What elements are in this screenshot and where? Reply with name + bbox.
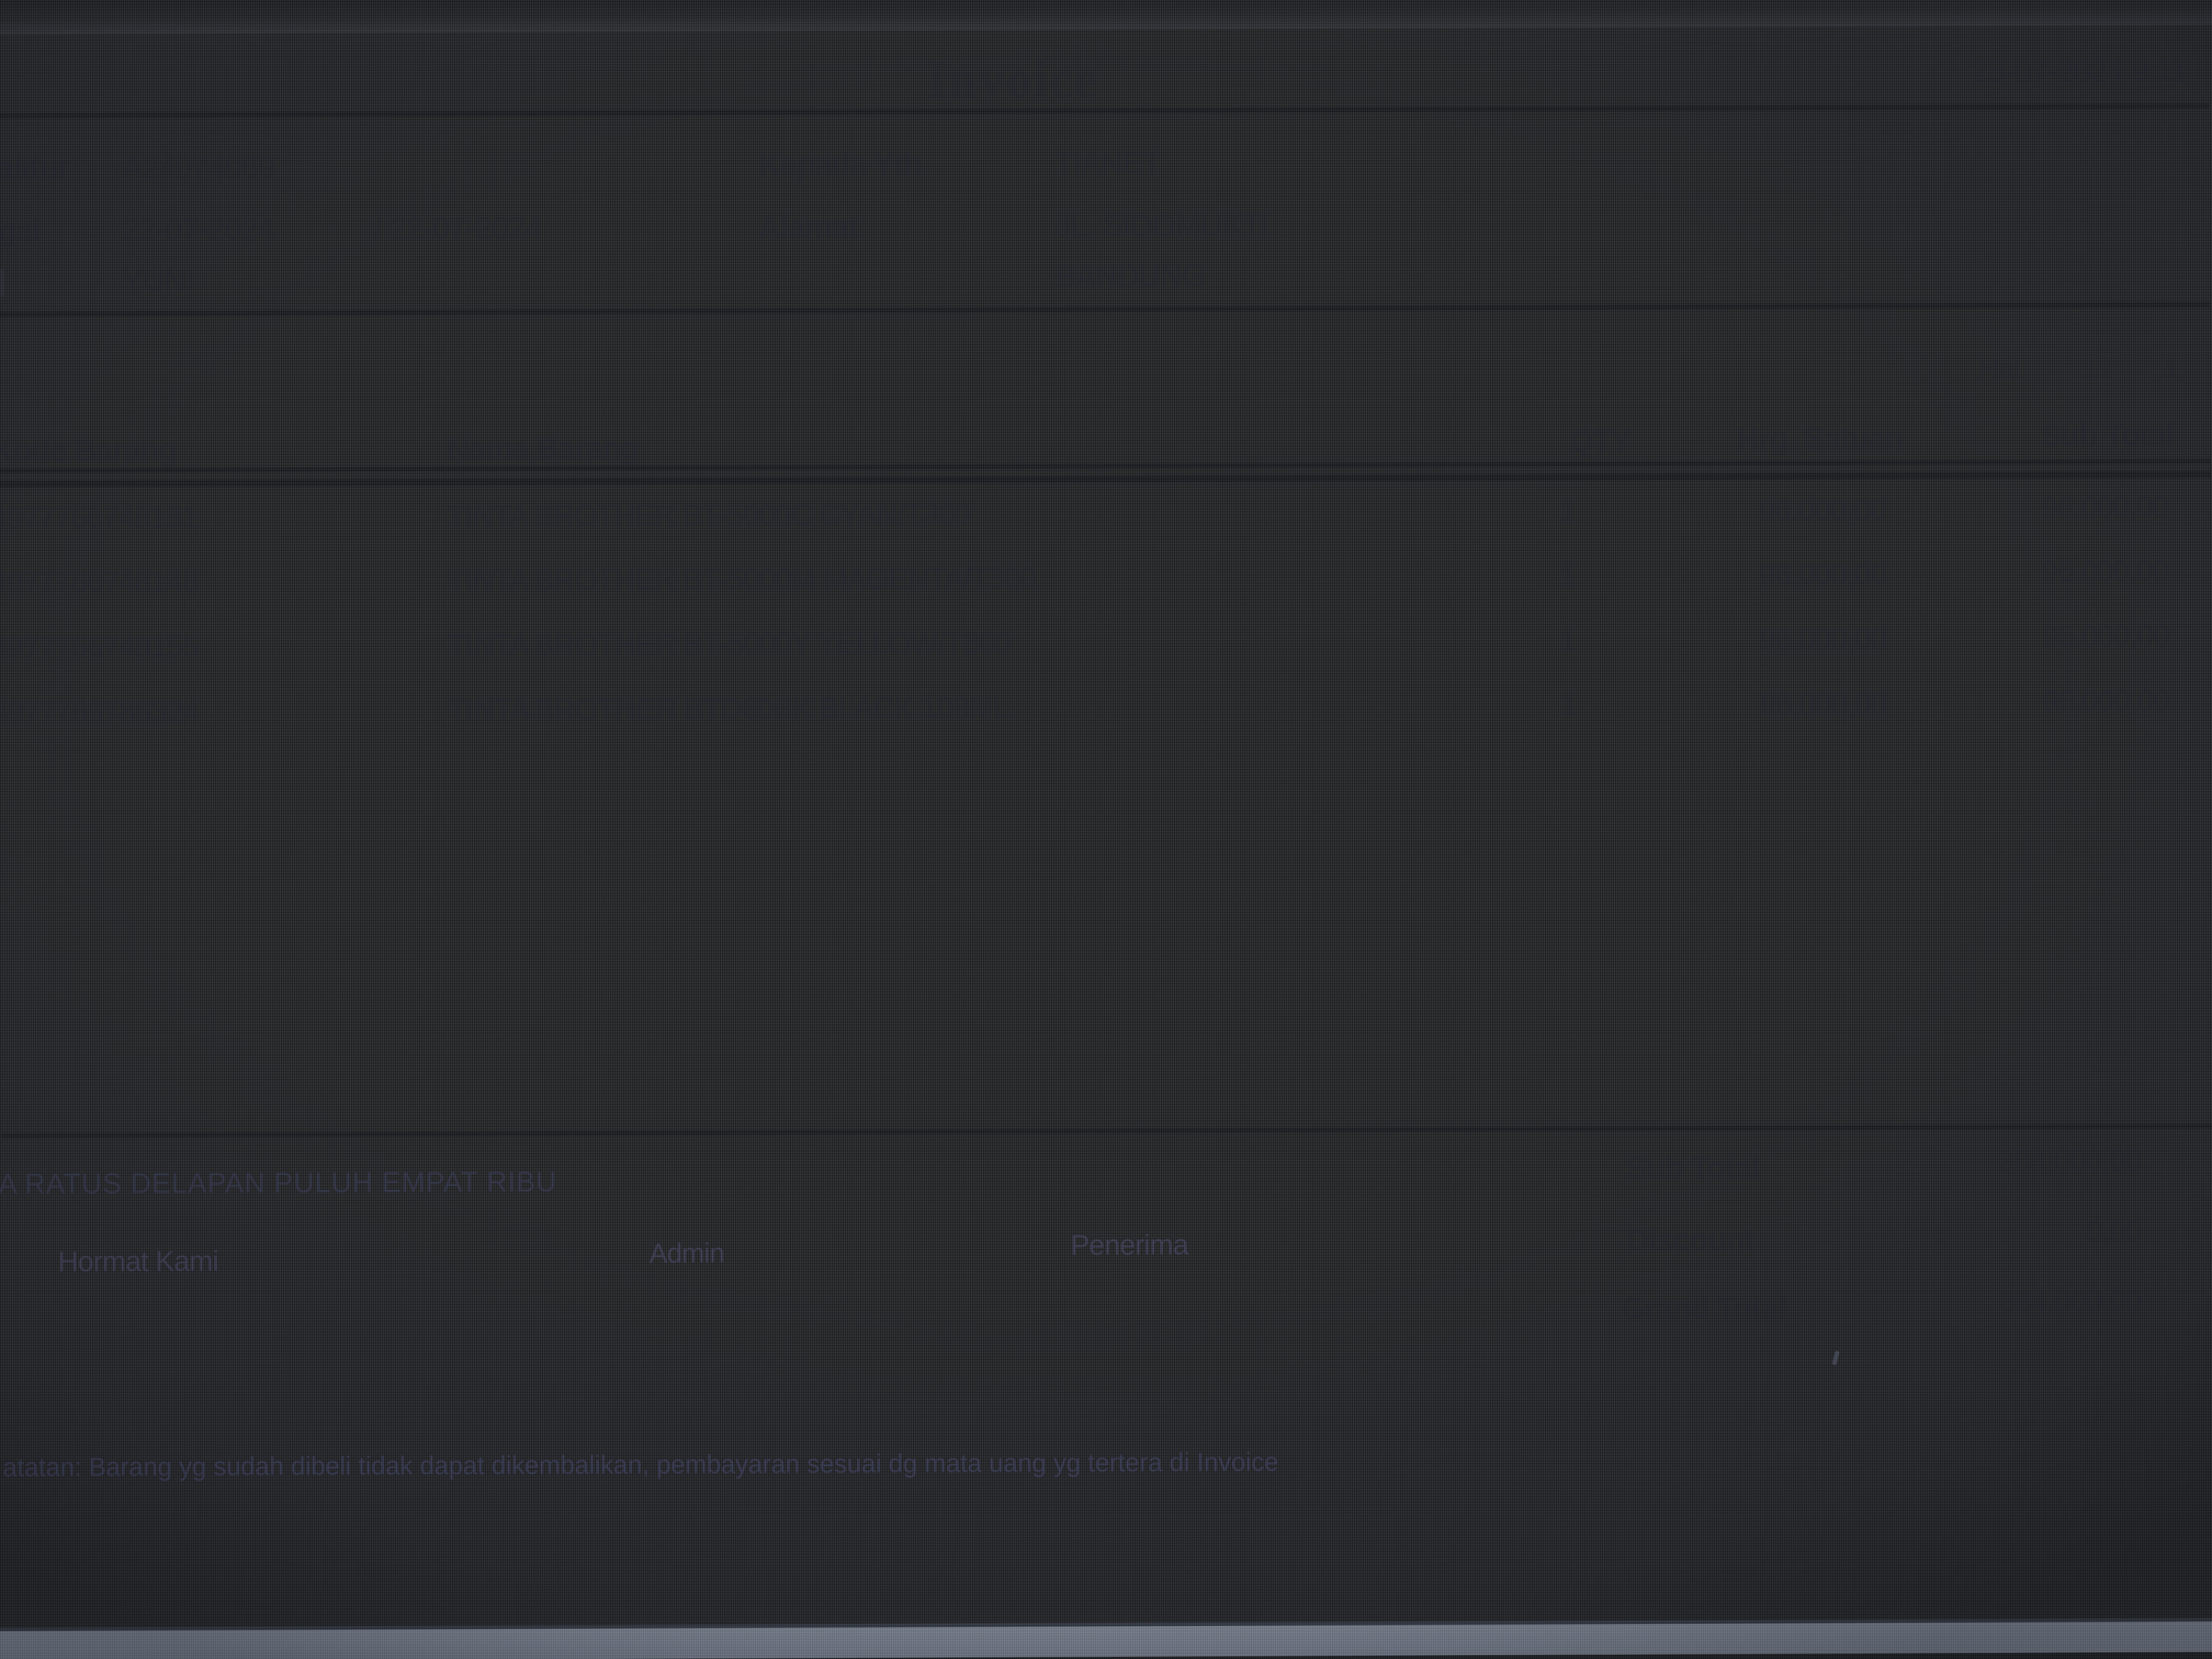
cell-subtotal: 96.000,00: [2042, 619, 2169, 653]
info-box-rule: [0, 302, 2210, 317]
cell-qty: 1: [1560, 689, 1577, 722]
cell-nama: TINTA BROTHER BT-5000M MAGENTA/T300: [447, 561, 1037, 597]
cell-hrg: 96.000,00: [1759, 493, 1886, 527]
table-row: 4977766748155 TINTA BROTHER BT-5000Y YEL…: [0, 619, 2211, 664]
discount-value: 0,00: [2085, 1215, 2142, 1249]
col-header-hrg: Hrg. Satuan: [1736, 420, 1904, 456]
admin-label: Admin: [649, 1238, 725, 1269]
page-current: 1 /: [2083, 352, 2112, 384]
tanggal-label: gal: [0, 212, 41, 247]
table-header-rule-1: [0, 459, 2211, 473]
table-row: 4977766748131 TINTA BROTHER BT-5000C CYA…: [0, 490, 2211, 535]
cell-hrg: 96.000,00: [1759, 622, 1887, 656]
hal-label: Hal: [1979, 353, 2019, 385]
table-row: 4977766786324 TINTA BROTHER BTD60BK BLAC…: [0, 684, 2211, 729]
cell-hrg: 96.000,00: [1759, 557, 1887, 591]
address-line: JL. SIDOMUKTI: [1055, 207, 1268, 243]
tanggal-value: 22-07-2024: [122, 211, 274, 247]
stray-mark: [1832, 1350, 1840, 1365]
print-datetime: 23-07-2024 9:11: [1971, 53, 2187, 89]
alamat-label: Alamat: [759, 208, 859, 244]
grand-total-value: 384.000,00: [1999, 1284, 2142, 1318]
col-header-subtotal: Sub Total: [2040, 417, 2174, 453]
col-header-kode: Kode Barang: [0, 432, 177, 468]
page-total: 1: [2164, 352, 2179, 383]
cell-kode: 4977766748131: [0, 501, 199, 535]
cell-nama: TINTA BROTHER BT-5000Y YELLOW/T300: [448, 626, 1011, 662]
subtotal-label: Sub Total: [1626, 1149, 1759, 1185]
faktur-value: A24074069: [122, 149, 275, 184]
cell-qty: 1: [1559, 495, 1576, 528]
cell-qty: 1: [1560, 559, 1576, 592]
grand-total-label: Grand Total: [1621, 1290, 1786, 1325]
table-header-rule-2: [0, 471, 2211, 487]
cell-kode: 4977766748155: [0, 630, 199, 664]
kepada-yth-label: Kepada Yth: [758, 146, 922, 182]
header-rule: [0, 104, 2209, 118]
cell-nama: TINTA BROTHER BT-5000C CYAN/T300: [447, 498, 970, 533]
cell-qty: 1: [1560, 624, 1577, 657]
subtotal-value: 384.000,00: [1998, 1143, 2141, 1177]
cell-subtotal: 96.000,00: [2041, 490, 2169, 524]
cell-hrg: 96.000,00: [1759, 687, 1887, 721]
invoice-title: Invoice: [926, 49, 1098, 109]
cell-subtotal: 96.000,00: [2041, 554, 2169, 588]
hormat-kami-label: Hormat Kami: [58, 1245, 218, 1278]
footer-note: atatan: Barang yg sudah dibeli tidak dap…: [2, 1447, 1279, 1482]
tanggal-value-2: / 22-07-2024: [374, 210, 541, 246]
totals-rule: [1, 1124, 2212, 1138]
sales-value: YUNI: [122, 262, 194, 297]
address-city: BANDUNG: [1055, 258, 1205, 294]
sales-label-fragment: [0, 269, 4, 297]
cell-subtotal: 96.000,00: [2042, 684, 2170, 718]
customer-name: TIANET: [1054, 145, 1161, 180]
cell-nama: TINTA BROTHER BTD60BK BLACK 108ML: [448, 691, 1009, 727]
discount-label: Discount: [1627, 1222, 1754, 1257]
cell-kode: 4977766786324: [0, 695, 199, 729]
cell-kode: 4977766748148: [0, 565, 199, 599]
col-header-qty: QTY: [1569, 423, 1632, 459]
amount-in-words: A RATUS DELAPAN PULUH EMPAT RIBU: [0, 1166, 557, 1200]
penerima-label: Penerima: [1070, 1229, 1188, 1262]
faktur-label: aktur: [0, 150, 70, 185]
col-header-nama: Nama Barang: [447, 430, 640, 466]
table-row: 4977766748148 TINTA BROTHER BT-5000M MAG…: [0, 554, 2211, 600]
